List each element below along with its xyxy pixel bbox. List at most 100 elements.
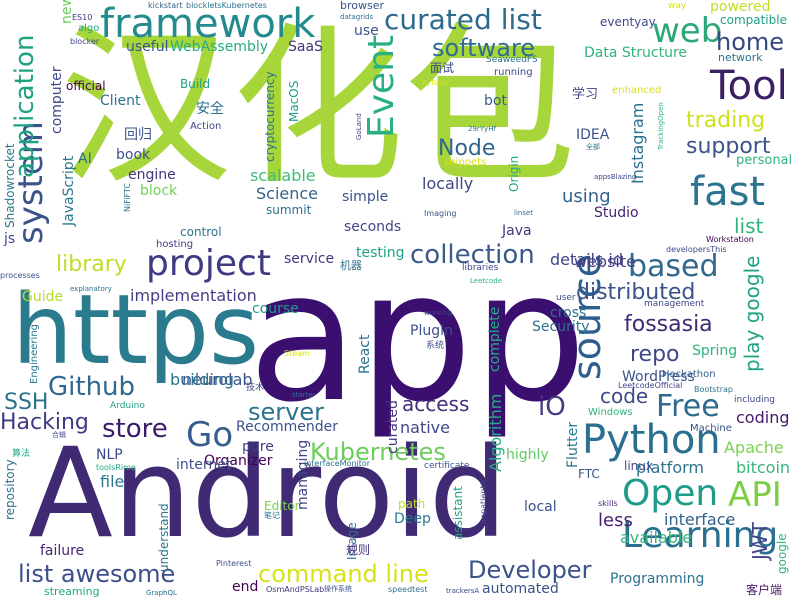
word-way: way (668, 1, 687, 11)
word-pure: pure (242, 439, 274, 455)
word-studio: Studio (594, 205, 639, 221)
word-highly: highly (506, 447, 549, 463)
word-cross: cross (550, 305, 587, 321)
word-pytorch: PyTorch (422, 79, 449, 87)
word-local: local (524, 499, 557, 515)
word-fossasia: fossasia (624, 312, 713, 337)
word-hanhuabao: 汉化包 (60, 7, 576, 208)
word-enhanced: enhanced (612, 85, 662, 96)
word-platform: platform (636, 458, 704, 477)
word-interfacemonitor: interfaceMonitor (304, 459, 371, 468)
word-saas: SaaS (288, 39, 323, 55)
word-personal: personal (736, 153, 793, 168)
word-streaming: streaming (44, 585, 100, 598)
word-list: list (734, 214, 764, 238)
word-build: Build (180, 77, 211, 91)
word-es10: ES10 (72, 13, 93, 22)
word-imaging: Imaging (424, 209, 457, 218)
word-internet: internet (176, 457, 232, 473)
word-shadowrocket: Shadowrocket (3, 143, 17, 228)
word-libraries: libraries (462, 263, 499, 273)
word-linux: linux (624, 459, 653, 473)
word-path: path (398, 497, 426, 511)
word-course: course (252, 301, 299, 317)
word-hackathon: Hackathon (662, 369, 716, 380)
word-framework: framework (100, 1, 316, 47)
word-workstation: Workstation (706, 235, 754, 244)
word-cryptocurrency: cryptocurrency (263, 71, 277, 162)
word-testing: testing (356, 245, 405, 261)
word-explanatory: explanatory (70, 285, 112, 293)
word-apache: Apache (724, 438, 784, 457)
word-appsblazing: appsBlazing (594, 173, 637, 181)
word-distributed: distributed (576, 280, 696, 305)
word-recommender: Recommender (236, 419, 338, 435)
word-store: store (102, 414, 168, 444)
word-compatible: compatible (720, 13, 787, 27)
word-machine: Machine (690, 423, 732, 434)
word-kickstart: kickstart (148, 1, 183, 10)
word-leetcode: Leetcode (470, 277, 503, 285)
word-science: Science (256, 184, 319, 203)
word-client: Client (100, 93, 141, 109)
word-xuexi: 学习 (572, 87, 599, 102)
word-failure: failure (40, 543, 85, 559)
word-hosting: hosting (156, 239, 194, 250)
word-bootstrap: Bootstrap (694, 385, 733, 394)
word-arduino: Arduino (110, 401, 145, 411)
word-network: network (718, 51, 763, 64)
word-datagrids: datagrids (340, 13, 374, 21)
word-neurolab: neurolab (182, 370, 253, 389)
word-wordpress: WordPress (622, 369, 695, 385)
word-play-google: play google (740, 255, 764, 372)
word-powered: powered (710, 0, 771, 15)
word-use: use (354, 23, 379, 39)
word-new: new (59, 0, 75, 24)
word-hacking: Hacking (0, 410, 89, 435)
word-summit: summit (266, 203, 312, 217)
word-developersthis: developersThis (666, 245, 727, 254)
word-suanfa: 算法 (12, 449, 31, 459)
word-command-line: command line (258, 560, 429, 588)
word-blockletskubernetes: blockletsKubernetes (186, 1, 267, 10)
word-github: Github (48, 372, 136, 402)
word-file: file (100, 472, 125, 491)
word-support: support (686, 134, 771, 159)
word-open: Open (622, 473, 719, 514)
word-service: service (284, 251, 335, 267)
word-idea: IDEA (576, 127, 610, 143)
word-fast: fast (690, 169, 766, 215)
word-trading: trading (686, 108, 766, 133)
word-macos: MacOS (287, 80, 301, 122)
word-access: access (402, 392, 470, 416)
word-end: end (232, 579, 259, 595)
word-organizer: Organizer (204, 453, 273, 469)
word-coding: coding (736, 408, 790, 427)
word-toolsrime: toolsRime (96, 463, 136, 472)
word-block: block (140, 183, 178, 199)
word-trackersa: trackersA (446, 587, 480, 595)
word-repository: repository (3, 459, 17, 520)
word-building: building (170, 370, 235, 389)
word-based: based (628, 249, 719, 284)
word-ssh: SSH (4, 390, 49, 415)
word-home: home (716, 28, 785, 56)
word-speedtest: speedtest (388, 585, 428, 594)
word-automated: automated (482, 581, 559, 597)
word-engine: engine (128, 167, 176, 183)
word-scalable: scalable (250, 166, 316, 185)
word-nififtc: NiFiFTC (123, 183, 132, 212)
word-eventyay: eventyay (600, 15, 656, 29)
word-available: available (620, 528, 693, 547)
word-deep: Deep (394, 511, 431, 527)
word-book: book (116, 147, 151, 163)
word-processes: processes (0, 271, 40, 280)
word-nlp: NLP (96, 447, 123, 463)
word-go: Go (186, 415, 234, 455)
word-bot: bot (484, 93, 507, 109)
word-jiqi: 机器 (340, 259, 362, 272)
word-assistant: assistant (451, 486, 465, 540)
word-node: Node (438, 136, 496, 161)
word-web: web (652, 11, 723, 51)
